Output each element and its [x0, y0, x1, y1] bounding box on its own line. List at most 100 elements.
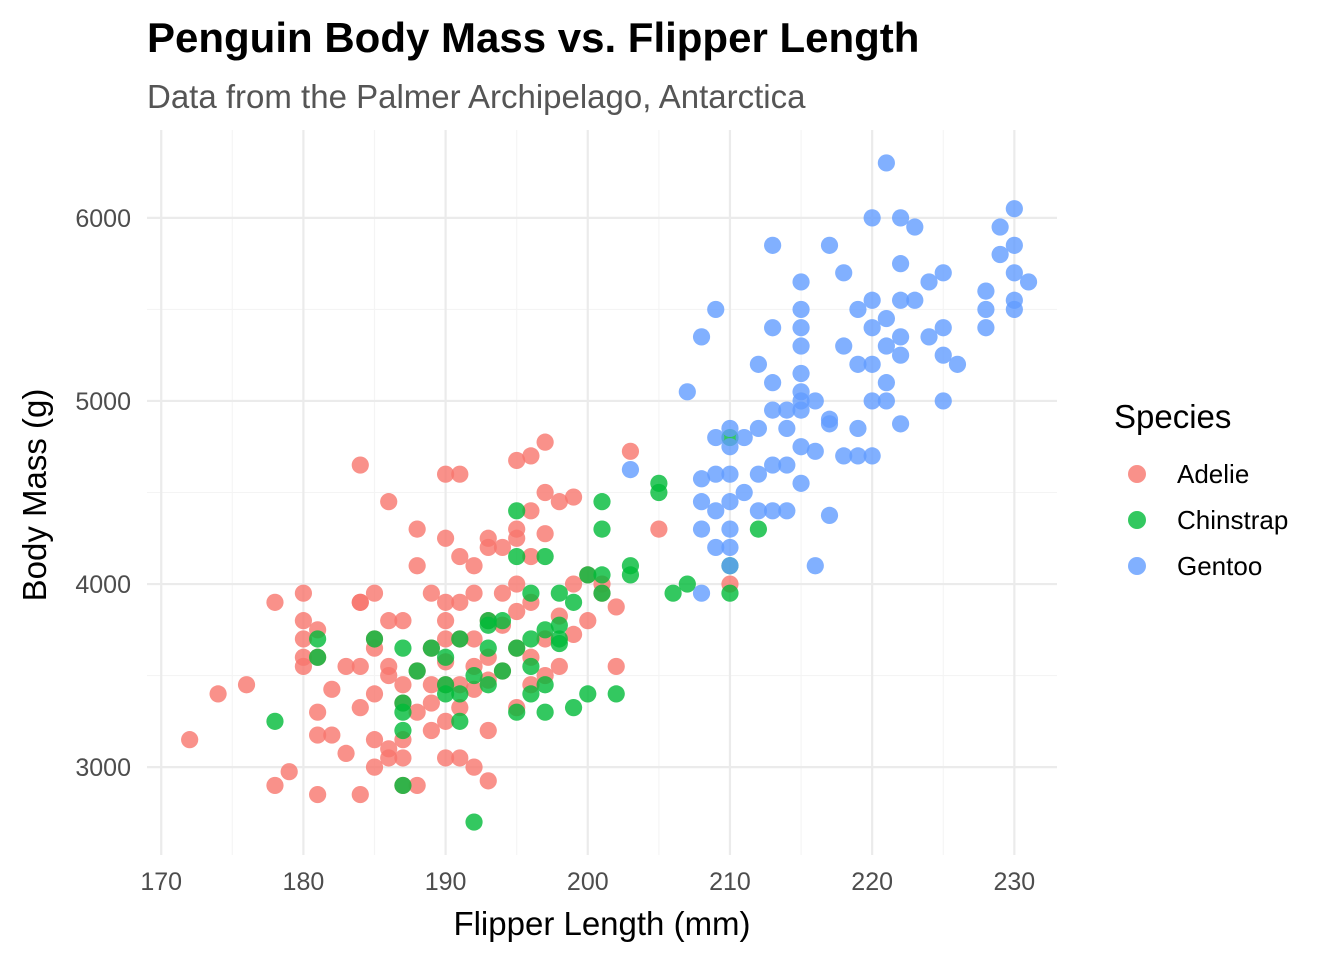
data-point	[522, 657, 540, 676]
data-point	[365, 731, 384, 749]
y-tick-label: 5000	[75, 388, 131, 416]
data-point	[991, 218, 1009, 236]
data-point	[451, 712, 469, 730]
data-point	[380, 666, 398, 685]
data-point	[835, 447, 853, 465]
data-point	[721, 557, 739, 575]
legend: Species Adelie Chinstrap Gentoo	[1114, 398, 1288, 581]
data-point	[621, 566, 640, 584]
series-chinstrap	[266, 428, 768, 831]
data-point	[920, 273, 938, 291]
data-point	[394, 721, 412, 740]
data-point	[422, 721, 440, 740]
data-point	[934, 346, 952, 364]
data-point	[351, 785, 369, 804]
data-point	[764, 236, 782, 254]
data-point	[522, 685, 540, 703]
y-tick-label: 4000	[75, 571, 131, 599]
data-point	[906, 291, 924, 309]
y-axis-ticks: 3000 4000 5000 6000	[75, 205, 131, 782]
data-point	[579, 612, 597, 630]
data-point	[579, 685, 597, 703]
data-point	[465, 813, 483, 831]
data-point	[863, 392, 881, 410]
data-point	[309, 785, 327, 804]
data-point	[536, 676, 554, 694]
data-point	[977, 319, 995, 337]
legend-key-chinstrap	[1128, 511, 1146, 529]
grid-lines	[147, 130, 1057, 855]
data-point	[778, 401, 796, 419]
data-point	[891, 328, 910, 346]
data-point	[607, 657, 625, 676]
data-point	[906, 218, 924, 236]
data-point	[508, 602, 526, 621]
data-point	[536, 547, 554, 566]
data-point	[508, 703, 526, 721]
data-point	[579, 566, 597, 584]
data-point	[394, 749, 412, 767]
data-point	[877, 392, 895, 410]
data-point	[835, 264, 853, 282]
data-point	[294, 657, 313, 676]
data-point	[436, 749, 455, 767]
data-point	[593, 520, 611, 538]
data-point	[451, 699, 469, 717]
data-point	[294, 630, 313, 648]
data-point	[323, 726, 341, 744]
data-points	[181, 154, 1038, 831]
data-point	[323, 680, 341, 698]
data-point	[451, 630, 469, 648]
data-point	[508, 451, 526, 470]
x-tick-label: 210	[709, 868, 751, 896]
series-gentoo	[621, 154, 1038, 602]
data-point	[863, 319, 881, 337]
data-point	[266, 776, 284, 795]
data-point	[735, 428, 753, 447]
data-point	[394, 676, 412, 694]
data-point	[309, 703, 327, 721]
data-point	[479, 639, 497, 657]
data-point	[508, 529, 526, 547]
data-point	[820, 506, 839, 524]
data-point	[792, 300, 810, 319]
data-point	[621, 442, 640, 460]
data-point	[465, 557, 483, 575]
data-point	[721, 584, 739, 602]
legend-label-adelie: Adelie	[1177, 459, 1249, 489]
data-point	[692, 520, 711, 538]
data-point	[436, 612, 455, 630]
data-point	[948, 355, 967, 373]
data-point	[380, 612, 398, 630]
data-point	[593, 493, 611, 511]
data-point	[1005, 300, 1023, 319]
data-point	[1005, 200, 1023, 218]
x-tick-label: 220	[851, 868, 893, 896]
data-point	[380, 749, 398, 767]
data-point	[550, 634, 568, 653]
data-point	[806, 392, 824, 410]
data-point	[451, 685, 469, 703]
data-point	[806, 557, 824, 575]
data-point	[650, 520, 668, 538]
data-point	[877, 309, 895, 328]
data-point	[394, 612, 412, 630]
data-point	[536, 621, 554, 639]
x-tick-label: 230	[993, 868, 1035, 896]
legend-key-adelie	[1128, 465, 1146, 483]
data-point	[877, 337, 895, 355]
data-point	[536, 433, 554, 451]
x-tick-label: 190	[425, 868, 467, 896]
data-point	[181, 731, 199, 749]
data-point	[365, 630, 384, 648]
data-point	[934, 392, 952, 410]
data-point	[564, 488, 583, 506]
data-point	[778, 456, 796, 474]
data-point	[564, 699, 583, 717]
data-point	[436, 465, 455, 483]
data-point	[593, 566, 611, 584]
data-point	[266, 712, 284, 730]
data-point	[891, 291, 910, 309]
data-point	[394, 639, 412, 657]
